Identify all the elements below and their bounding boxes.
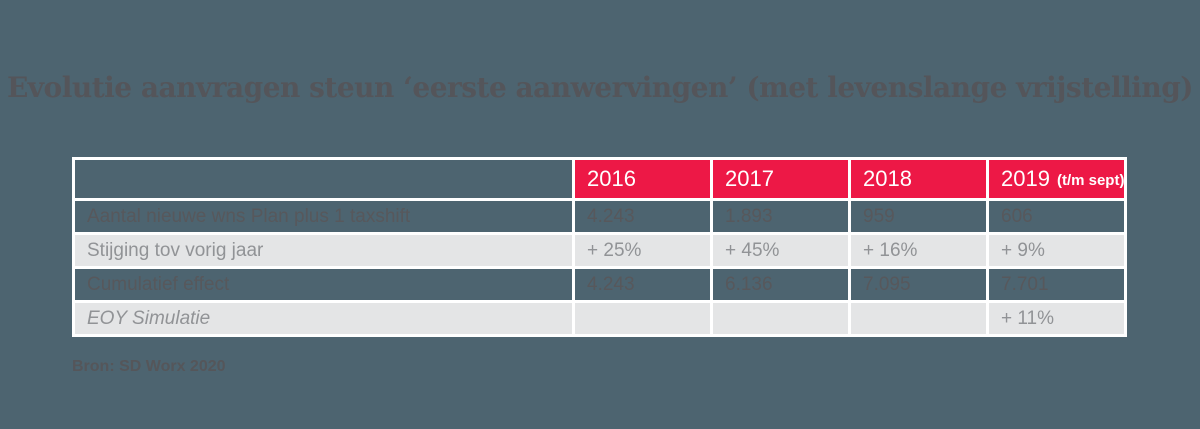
- table-header-2017: 2017: [713, 160, 848, 198]
- cell-stijging-2016: + 25%: [575, 235, 710, 266]
- row-label-cumulatief: Cumulatief effect: [75, 269, 572, 300]
- evolution-table: 2016 2017 2018 2019 (t/m sept) Aantal ni…: [72, 157, 1127, 337]
- cell-aantal-2019: 606: [989, 201, 1124, 232]
- year-label: 2018: [863, 166, 912, 191]
- cell-stijging-2019: + 9%: [989, 235, 1124, 266]
- table-header-2019: 2019 (t/m sept): [989, 160, 1124, 198]
- page-title: Evolutie aanvragen steun ‘eerste aanwerv…: [6, 71, 1194, 104]
- cell-eoy-2017: [713, 303, 848, 334]
- cell-stijging-2018: + 16%: [851, 235, 986, 266]
- year-label: 2016: [587, 166, 636, 191]
- source-attribution: Bron: SD Worx 2020: [72, 358, 226, 375]
- row-label-stijging: Stijging tov vorig jaar: [75, 235, 572, 266]
- cell-eoy-2018: [851, 303, 986, 334]
- cell-eoy-2016: [575, 303, 710, 334]
- cell-cumulatief-2019: 7.701: [989, 269, 1124, 300]
- table-header-2016: 2016: [575, 160, 710, 198]
- table-header-label-cell: [75, 160, 572, 198]
- cell-cumulatief-2017: 6.136: [713, 269, 848, 300]
- cell-cumulatief-2016: 4.243: [575, 269, 710, 300]
- row-label-aantal-nieuwe: Aantal nieuwe wns Plan plus 1 taxshift: [75, 201, 572, 232]
- cell-aantal-2016: 4.243: [575, 201, 710, 232]
- table-header-2018: 2018: [851, 160, 986, 198]
- year-label: 2019: [1001, 166, 1050, 191]
- row-label-eoy-simulatie: EOY Simulatie: [75, 303, 572, 334]
- cell-stijging-2017: + 45%: [713, 235, 848, 266]
- year-label: 2017: [725, 166, 774, 191]
- cell-cumulatief-2018: 7.095: [851, 269, 986, 300]
- cell-aantal-2018: 959: [851, 201, 986, 232]
- cell-aantal-2017: 1.893: [713, 201, 848, 232]
- year-suffix: (t/m sept): [1056, 172, 1124, 189]
- cell-eoy-2019: + 11%: [989, 303, 1124, 334]
